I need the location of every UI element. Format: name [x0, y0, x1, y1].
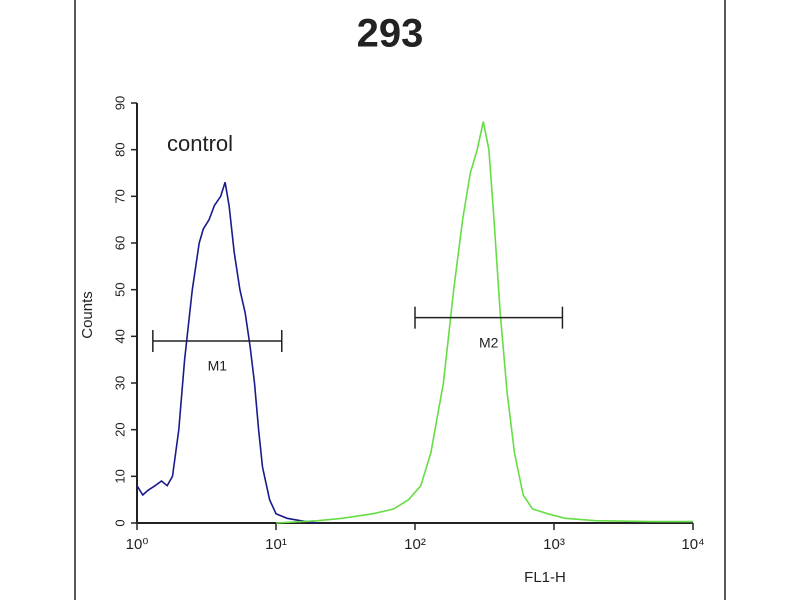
y-tick-label: 80 [112, 142, 127, 156]
y-tick-label: 70 [112, 189, 127, 203]
x-tick-label: 10² [404, 536, 426, 553]
x-axis-label: FL1-H [524, 569, 566, 586]
y-tick-label: 40 [112, 329, 127, 343]
y-tick-label: 30 [112, 376, 127, 390]
y-tick-label: 90 [112, 96, 127, 110]
marker-label: M2 [479, 334, 499, 350]
y-tick-label: 60 [112, 236, 127, 250]
x-tick-label: 10³ [543, 536, 565, 553]
x-tick-label: 10⁴ [681, 536, 704, 553]
x-tick-label: 10⁰ [126, 536, 149, 553]
y-tick-label: 10 [112, 469, 127, 483]
y-tick-label: 50 [112, 282, 127, 296]
marker-label: M1 [208, 358, 228, 374]
histogram-line [275, 121, 693, 524]
frame [74, 0, 726, 600]
chart-title: 293 [357, 12, 424, 56]
y-axis-label: Counts [79, 291, 96, 339]
y-tick-label: 0 [112, 519, 127, 526]
x-tick-label: 10¹ [265, 536, 287, 553]
histogram-line [136, 182, 318, 524]
annotation: control [167, 131, 233, 156]
y-tick-label: 20 [112, 422, 127, 436]
